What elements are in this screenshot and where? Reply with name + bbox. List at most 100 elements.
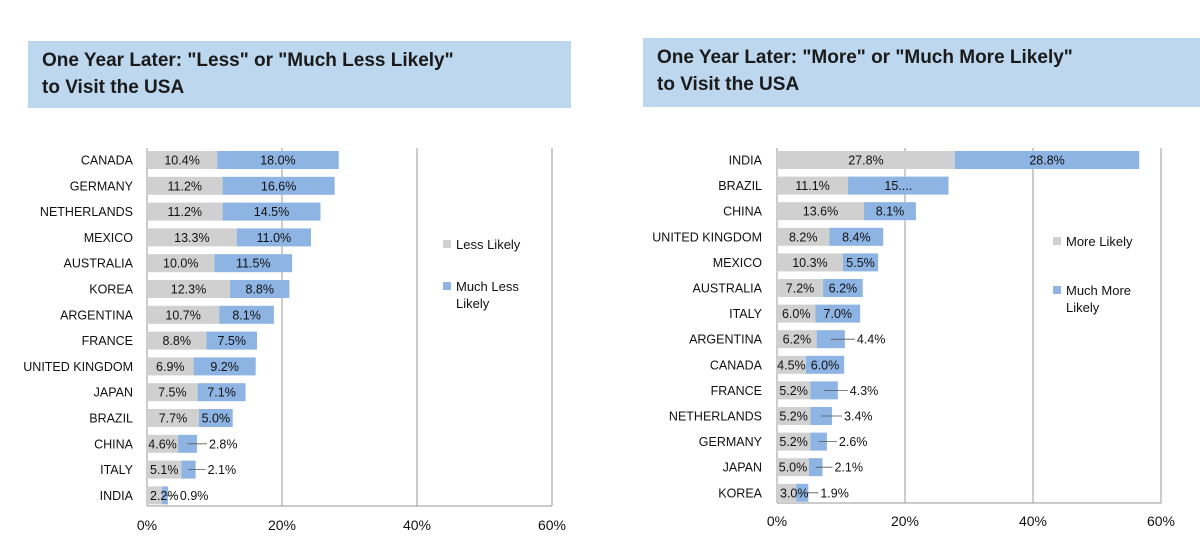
data-label-much-more-likely: 4.4%: [857, 333, 886, 347]
category-label-japan: JAPAN: [94, 386, 133, 400]
data-label-more-likely: 27.8%: [848, 154, 883, 168]
category-label-brazil: BRAZIL: [718, 179, 762, 193]
bar-much-less-likely-france: [206, 331, 258, 350]
data-label-more-likely: 5.2%: [779, 410, 808, 424]
data-label-much-less-likely: 5.0%: [202, 412, 231, 426]
data-label-much-more-likely: 15....: [884, 179, 912, 193]
data-label-more-likely: 6.2%: [783, 333, 812, 347]
chart-title-line-1: One Year Later: "Less" or "Much Less Lik…: [42, 50, 454, 71]
bar-much-more-likely-china: [864, 202, 916, 221]
bar-less-likely-france: [147, 331, 207, 350]
data-label-much-more-likely: 28.8%: [1029, 154, 1064, 168]
bar-less-likely-netherlands: [147, 202, 223, 221]
bar-much-less-likely-korea: [230, 280, 290, 298]
bar-much-more-likely-argentina: [816, 330, 845, 349]
bar-much-less-likely-japan: [197, 383, 246, 402]
x-tick-label: 20%: [891, 513, 919, 529]
data-label-less-likely: 7.5%: [158, 386, 187, 400]
legend-swatch-more-likely: [1053, 237, 1061, 245]
less-likely-bar-chart: 0% 20% 40% 60% CANADA 10.4% 18.0% GERMANY 11.2% 1…: [23, 148, 566, 533]
x-tick-label: 20%: [268, 517, 296, 533]
data-label-much-less-likely: 2.1%: [208, 463, 237, 477]
data-label-much-less-likely: 14.5%: [254, 205, 289, 219]
category-label-argentina: ARGENTINA: [60, 308, 134, 322]
data-label-more-likely: 5.0%: [779, 461, 808, 475]
data-label-more-likely: 8.2%: [789, 230, 818, 244]
category-label-india: INDIA: [100, 489, 134, 503]
data-label-less-likely: 13.3%: [174, 231, 209, 245]
data-label-less-likely: 12.3%: [171, 283, 206, 297]
data-label-much-less-likely: 0.9%: [180, 489, 209, 503]
data-label-much-more-likely: 1.9%: [820, 486, 849, 500]
bar-much-more-likely-canada: [805, 355, 845, 374]
bar-more-likely-korea: [777, 483, 797, 502]
data-label-less-likely: 6.9%: [156, 360, 185, 374]
bar-much-more-likely-brazil: [848, 176, 949, 195]
x-tick-label: 0%: [767, 513, 787, 529]
right-chart-panel: One Year Later: "More" or "Much More Lik…: [600, 0, 1200, 552]
bar-more-likely-india: [777, 151, 955, 169]
category-label-australia: AUSTRALIA: [693, 282, 763, 296]
legend-label: Much More: [1066, 283, 1131, 298]
bar-more-likely-japan: [777, 458, 809, 477]
category-label-mexico: MEXICO: [713, 256, 763, 270]
data-label-much-more-likely: 5.5%: [846, 256, 875, 270]
bar-more-likely-france: [777, 381, 811, 400]
data-label-much-more-likely: 3.4%: [844, 410, 873, 424]
bar-less-likely-japan: [147, 383, 198, 402]
bar-more-likely-brazil: [777, 176, 849, 195]
data-label-much-less-likely: 9.2%: [210, 360, 239, 374]
bar-much-more-likely-united-kingdom: [829, 227, 884, 246]
bar-less-likely-mexico: [147, 228, 237, 247]
bar-less-likely-argentina: [147, 305, 220, 324]
data-label-more-likely: 6.0%: [782, 307, 811, 321]
bar-much-less-likely-brazil: [198, 409, 233, 427]
data-label-more-likely: 13.6%: [803, 205, 838, 219]
data-label-less-likely: 8.8%: [162, 334, 191, 348]
bar-less-likely-canada: [147, 151, 218, 169]
category-label-canada: CANADA: [81, 154, 134, 168]
data-label-less-likely: 2.2%: [150, 489, 179, 503]
category-label-australia: AUSTRALIA: [64, 257, 134, 271]
data-label-more-likely: 11.1%: [795, 179, 830, 193]
data-label-less-likely: 10.7%: [165, 308, 200, 322]
bar-much-less-likely-argentina: [219, 305, 274, 324]
bar-less-likely-korea: [147, 280, 231, 298]
category-label-korea: KOREA: [718, 486, 762, 500]
bar-less-likely-china: [147, 434, 179, 453]
data-label-less-likely: 4.6%: [148, 437, 177, 451]
legend-label: Less Likely: [456, 237, 521, 252]
data-label-much-less-likely: 7.5%: [217, 334, 246, 348]
bar-more-likely-australia: [777, 279, 824, 297]
category-label-netherlands: NETHERLANDS: [40, 205, 133, 219]
bar-much-more-likely-japan: [809, 458, 823, 477]
bar-much-less-likely-australia: [214, 254, 293, 273]
legend-label: More Likely: [1066, 234, 1133, 249]
data-label-more-likely: 4.5%: [777, 358, 806, 372]
bar-more-likely-italy: [777, 304, 816, 323]
category-label-india: INDIA: [729, 154, 763, 168]
category-label-italy: ITALY: [100, 463, 134, 477]
category-label-canada: CANADA: [710, 358, 763, 372]
data-label-much-less-likely: 11.5%: [236, 257, 271, 271]
data-label-much-more-likely: 6.2%: [829, 282, 858, 296]
category-label-china: CHINA: [723, 205, 763, 219]
bar-less-likely-australia: [147, 254, 215, 273]
bar-more-likely-china: [777, 202, 865, 221]
data-label-much-more-likely: 2.6%: [839, 435, 868, 449]
category-label-united-kingdom: UNITED KINGDOM: [652, 230, 762, 244]
data-label-less-likely: 11.2%: [168, 179, 203, 193]
chart-title-line-2: to Visit the USA: [42, 77, 185, 98]
bar-less-likely-united-kingdom: [147, 357, 194, 376]
data-label-much-more-likely: 6.0%: [811, 358, 840, 372]
left-chart-panel: One Year Later: "Less" or "Much Less Lik…: [23, 41, 571, 533]
category-label-italy: ITALY: [729, 307, 763, 321]
legend-label: Much Less: [456, 279, 519, 294]
bar-more-likely-netherlands: [777, 407, 811, 425]
category-label-japan: JAPAN: [723, 461, 762, 475]
bar-more-likely-mexico: [777, 253, 843, 272]
x-tick-label: 40%: [403, 517, 431, 533]
data-label-much-more-likely: 4.3%: [850, 384, 879, 398]
category-label-brazil: BRAZIL: [89, 412, 133, 426]
data-label-more-likely: 7.2%: [786, 282, 815, 296]
